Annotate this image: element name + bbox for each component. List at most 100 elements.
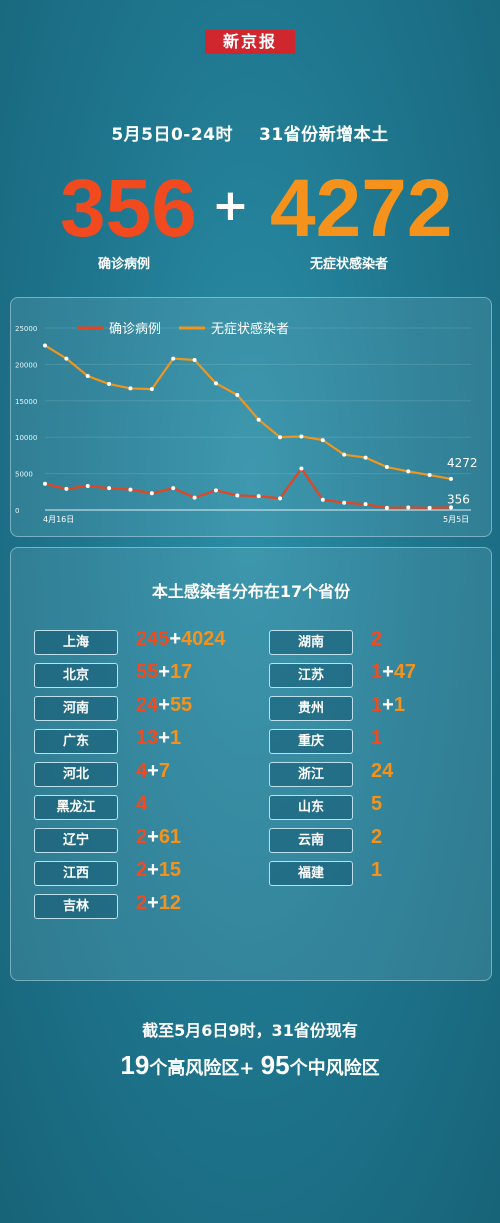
trend-chart-panel: 25000 20000 15000 10000 5000 0 4月16日 5月5日 确诊病例 无症… xyxy=(10,297,492,537)
data-point xyxy=(213,381,218,386)
data-point xyxy=(149,387,154,392)
province-name: 福建 xyxy=(269,861,353,886)
asymptomatic-count: 15 xyxy=(158,859,182,881)
data-point xyxy=(384,505,389,510)
asymptomatic-count: 61 xyxy=(158,826,182,848)
data-point xyxy=(192,358,197,363)
plus-sign: + xyxy=(147,859,159,881)
asymptomatic-count: 55 xyxy=(169,694,193,716)
plus-sign: + xyxy=(147,760,159,782)
province-counts: 1 xyxy=(371,727,382,750)
province-counts: 13+1 xyxy=(136,727,181,750)
province-name: 上海 xyxy=(34,630,118,655)
province-name: 江西 xyxy=(34,861,118,886)
province-counts: 2 xyxy=(371,826,382,849)
data-point xyxy=(43,343,47,348)
data-point xyxy=(449,505,453,510)
plus-sign: + xyxy=(158,661,170,683)
data-point xyxy=(43,481,47,486)
confirmed-label: 确诊病例 xyxy=(98,257,151,272)
data-point xyxy=(278,435,283,440)
asymptomatic-count: 1 xyxy=(393,694,405,716)
data-point xyxy=(363,502,368,507)
data-point xyxy=(64,356,69,361)
y-tick-label: 5000 xyxy=(15,471,33,479)
end-value-label: 356 xyxy=(447,492,470,506)
plus-sign: + xyxy=(382,694,394,716)
data-point xyxy=(149,491,154,496)
data-point xyxy=(384,465,389,470)
province-counts: 245+4024 xyxy=(136,628,226,651)
province-name: 贵州 xyxy=(269,696,353,721)
data-point xyxy=(213,488,218,493)
plus-sign: + xyxy=(212,180,249,231)
confirmed-count: 2 xyxy=(136,892,148,914)
asymptomatic-count: 7 xyxy=(158,760,170,782)
y-tick-label: 25000 xyxy=(15,325,37,333)
y-tick-label: 20000 xyxy=(15,361,37,369)
asymptomatic-count: 2 xyxy=(371,826,383,848)
data-point xyxy=(363,455,368,460)
data-point xyxy=(235,493,240,498)
province-name: 湖南 xyxy=(269,630,353,655)
province-counts: 1 xyxy=(371,859,382,882)
asymptomatic-count: 1 xyxy=(371,859,383,881)
legend-label: 确诊病例 xyxy=(109,322,161,337)
data-point xyxy=(256,417,261,422)
province-counts: 4 xyxy=(136,793,147,816)
data-point xyxy=(256,494,261,499)
data-point xyxy=(171,356,176,361)
province-name: 江苏 xyxy=(269,663,353,688)
plus-sign: + xyxy=(158,694,170,716)
confirmed-total: 356 xyxy=(60,163,197,254)
province-counts: 2 xyxy=(371,628,382,651)
x-tick-label: 5月5日 xyxy=(443,515,469,524)
province-name: 浙江 xyxy=(269,762,353,787)
headline-date: 5月5日0-24时 xyxy=(111,125,234,145)
data-point xyxy=(85,483,90,488)
risk-area-intro: 截至5月6日9时，31省份现有 xyxy=(142,1021,358,1040)
province-counts: 24+55 xyxy=(136,694,192,717)
headline: 5月5日0-24时 31省份新增本土 xyxy=(0,120,500,145)
mid-risk-label: 个中风险区 xyxy=(289,1058,380,1079)
province-name: 河南 xyxy=(34,696,118,721)
distribution-panel: 本土感染者分布在17个省份 上海 245+4024 北京 55+17 河南 24+55 广东… xyxy=(10,547,492,981)
confirmed-count: 2 xyxy=(371,628,383,650)
data-point xyxy=(320,497,325,502)
province-name: 广东 xyxy=(34,729,118,754)
province-counts: 2+12 xyxy=(136,892,181,915)
asymptomatic-line xyxy=(44,344,452,480)
y-tick-label: 10000 xyxy=(15,434,37,442)
province-counts: 55+17 xyxy=(136,661,192,684)
confirmed-count: 2 xyxy=(136,859,148,881)
confirmed-count: 55 xyxy=(136,661,159,683)
data-point xyxy=(192,495,197,500)
confirmed-count: 4 xyxy=(136,793,148,815)
data-point xyxy=(299,466,304,471)
trend-chart: 25000 20000 15000 10000 5000 0 4月16日 5月5日 确诊病例 无症… xyxy=(15,321,478,524)
data-point xyxy=(342,500,347,505)
brand-logo: 新京报 xyxy=(205,30,295,54)
confirmed-count: 1 xyxy=(371,661,383,683)
end-value-label: 4272 xyxy=(447,456,478,470)
data-point xyxy=(299,434,304,439)
province-name: 重庆 xyxy=(269,729,353,754)
risk-area-summary: 19个高风险区+ 95个中风险区 xyxy=(0,1050,500,1081)
data-point xyxy=(427,505,432,510)
asymptomatic-count: 5 xyxy=(371,793,383,815)
confirmed-count: 24 xyxy=(136,694,159,716)
asymptomatic-count: 17 xyxy=(169,661,193,683)
headline-scope: 31省份新增本土 xyxy=(259,125,389,145)
y-tick-label: 0 xyxy=(15,507,19,515)
x-tick-label: 4月16日 xyxy=(43,515,74,524)
data-point xyxy=(235,392,240,397)
plus-sign: + xyxy=(158,727,170,749)
province-counts: 1+47 xyxy=(371,661,416,684)
asymptomatic-count: 47 xyxy=(393,661,417,683)
confirmed-count: 13 xyxy=(136,727,159,749)
data-point xyxy=(107,382,112,387)
asymptomatic-count: 4024 xyxy=(181,628,226,650)
confirmed-count: 2 xyxy=(136,826,148,848)
plus-sign: + xyxy=(147,826,159,848)
data-point xyxy=(449,476,453,481)
